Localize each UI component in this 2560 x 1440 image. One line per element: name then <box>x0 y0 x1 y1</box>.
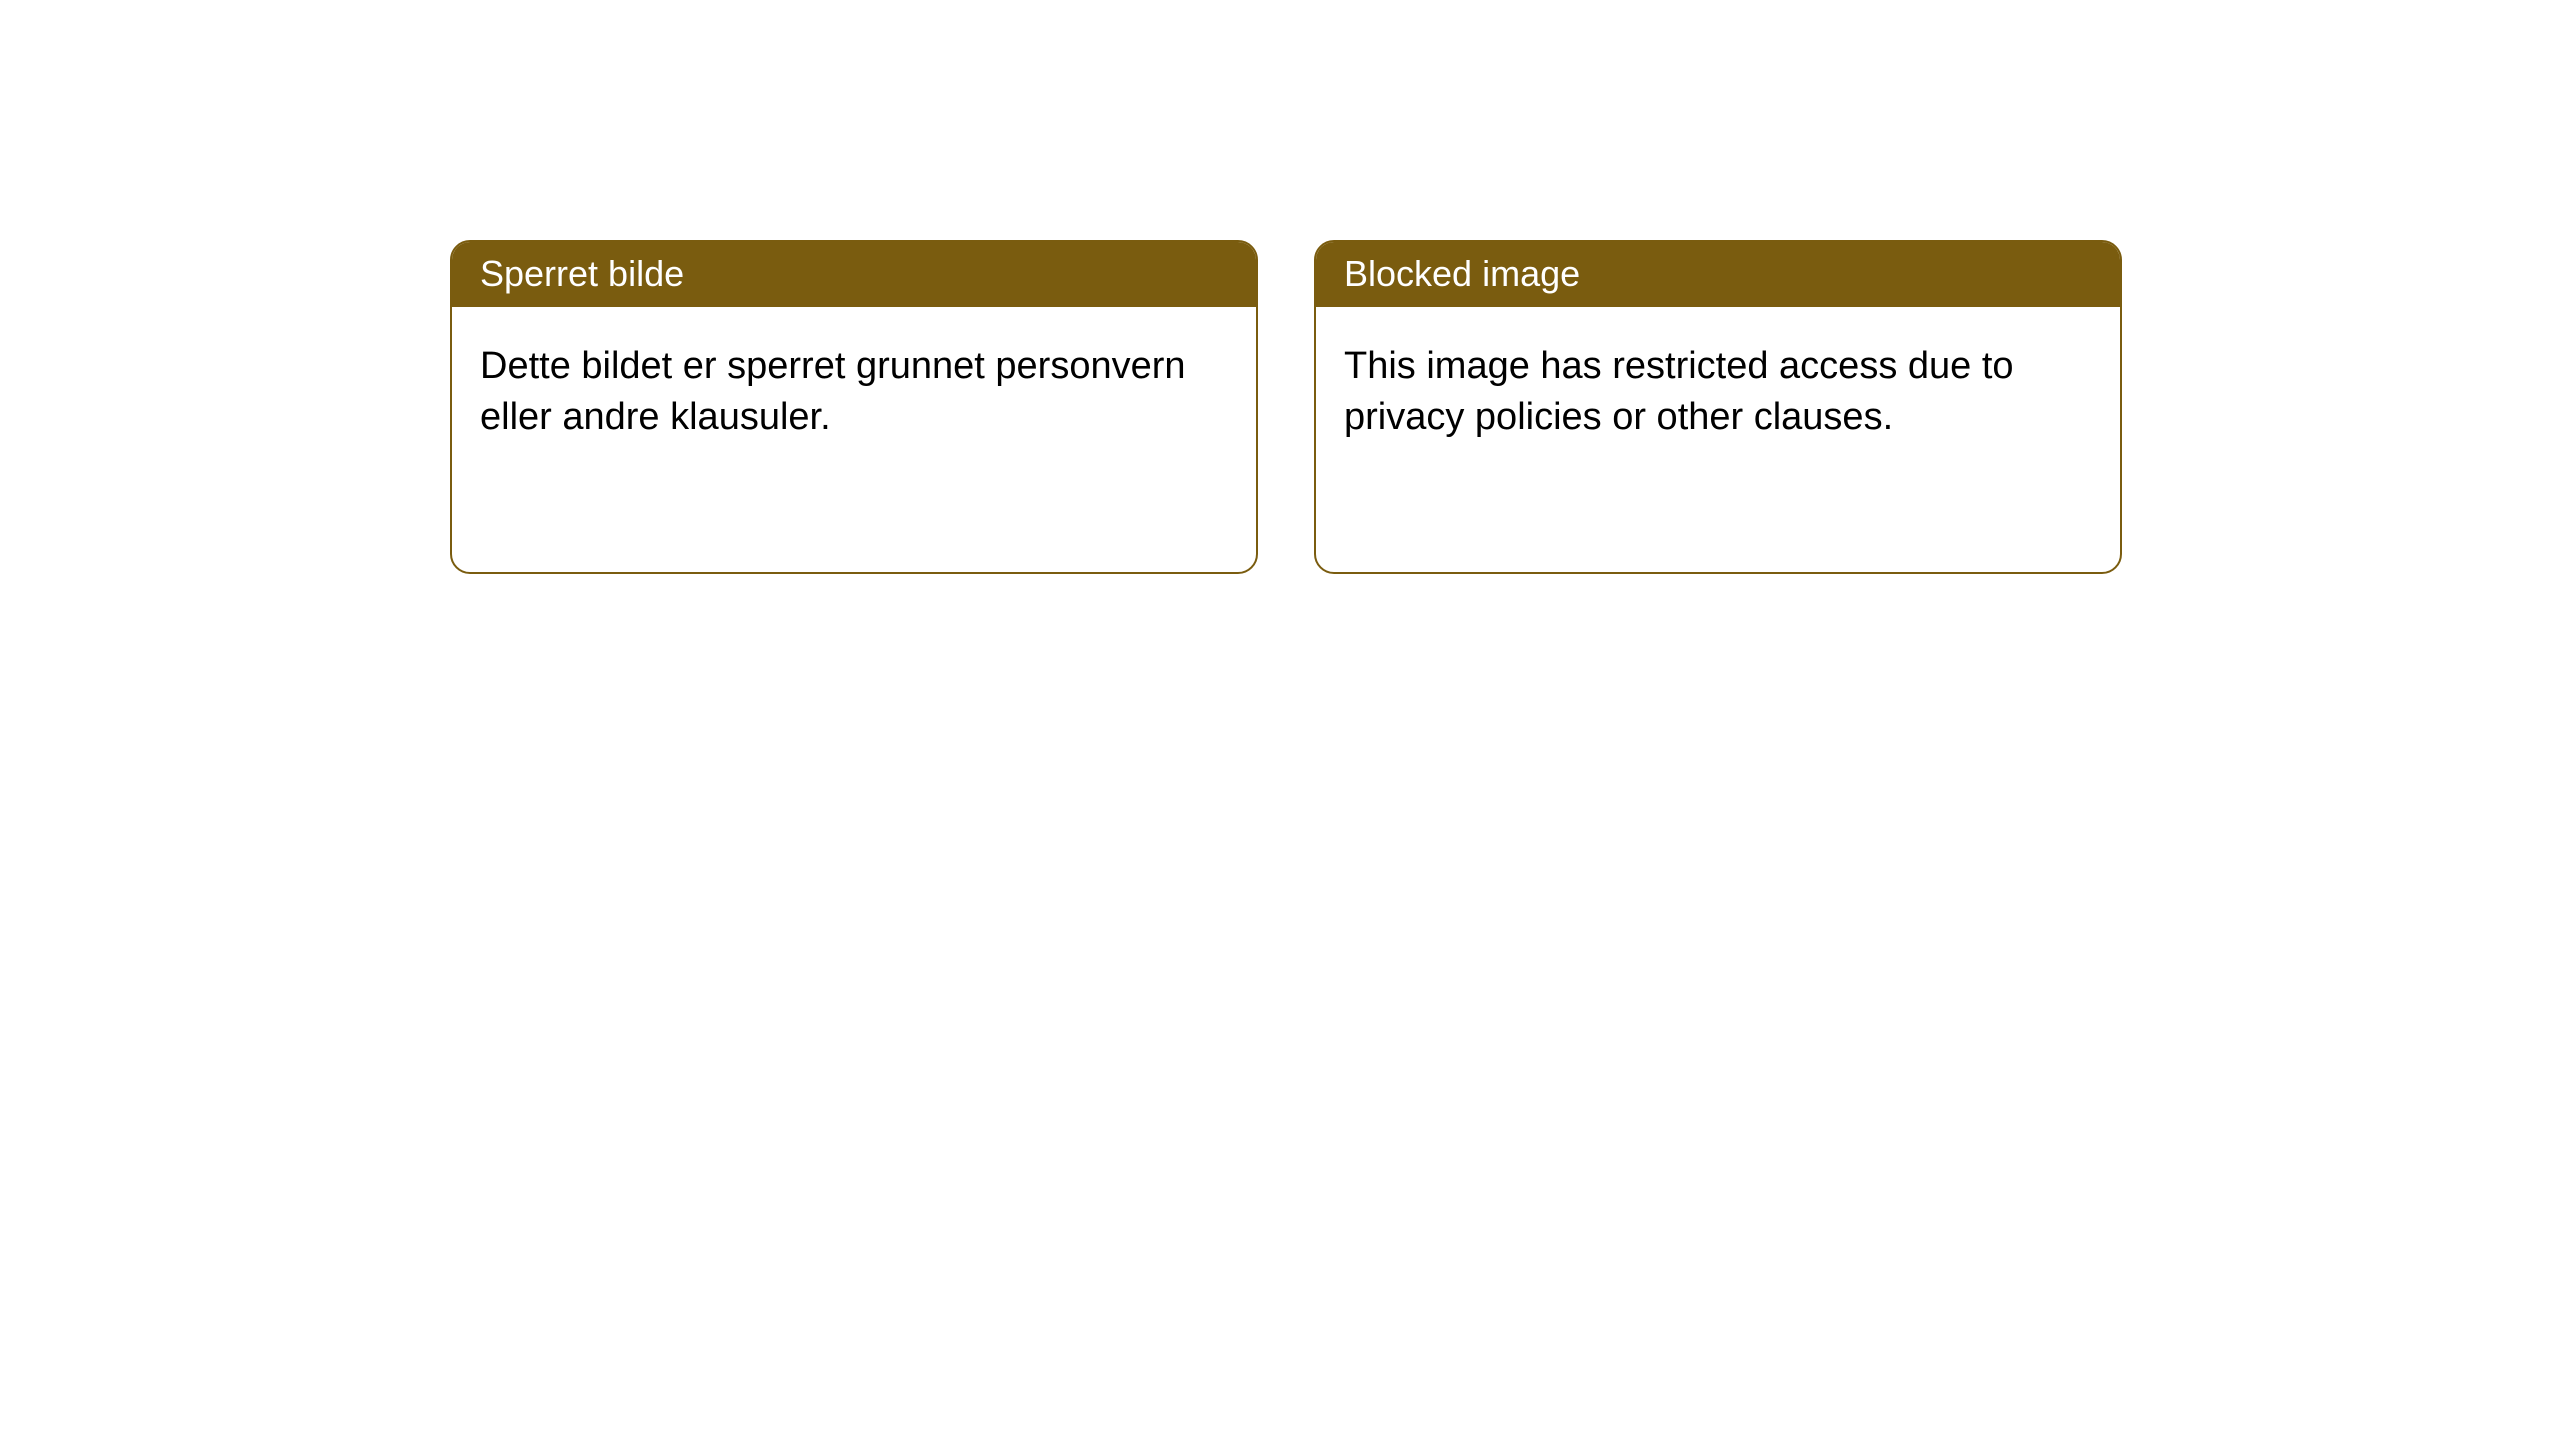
notice-title: Blocked image <box>1344 253 1580 294</box>
notice-card-norwegian: Sperret bilde Dette bildet er sperret gr… <box>450 240 1258 574</box>
notice-body: Dette bildet er sperret grunnet personve… <box>452 307 1256 478</box>
notice-header: Blocked image <box>1316 242 2120 307</box>
notice-card-english: Blocked image This image has restricted … <box>1314 240 2122 574</box>
notice-header: Sperret bilde <box>452 242 1256 307</box>
notice-text: This image has restricted access due to … <box>1344 345 2014 438</box>
notice-text: Dette bildet er sperret grunnet personve… <box>480 345 1186 438</box>
notice-body: This image has restricted access due to … <box>1316 307 2120 478</box>
notice-title: Sperret bilde <box>480 253 684 294</box>
notice-container: Sperret bilde Dette bildet er sperret gr… <box>0 0 2560 574</box>
